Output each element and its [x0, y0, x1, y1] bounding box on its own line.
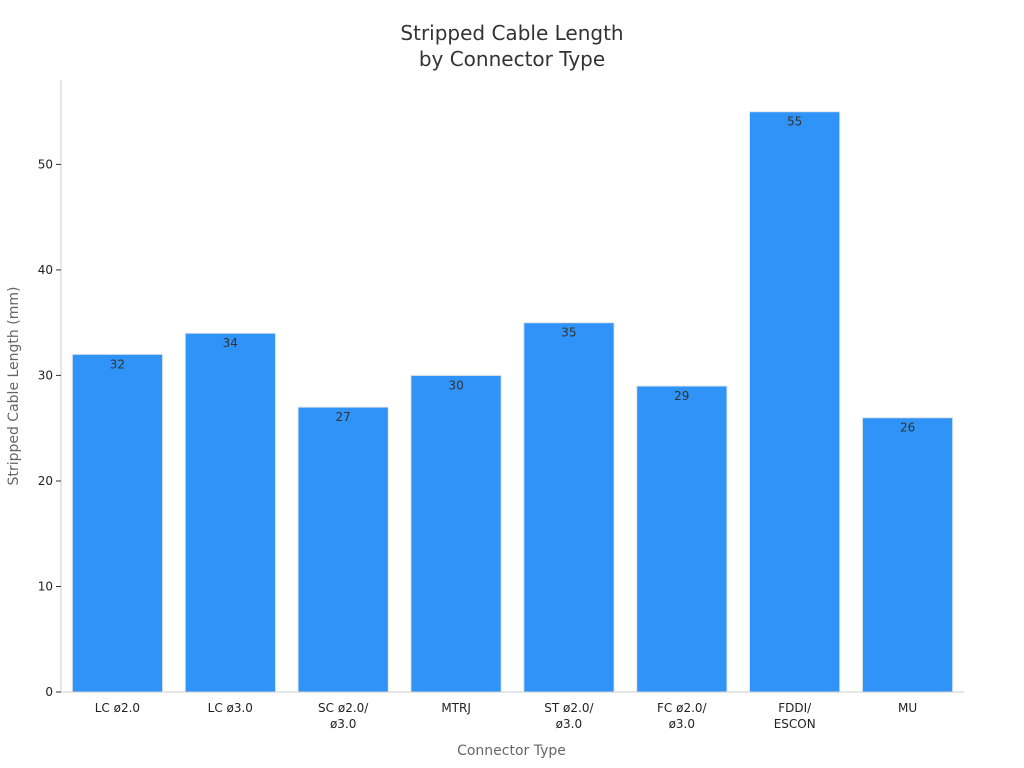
y-tick-label-0: 0 [45, 685, 53, 699]
y-tick-label-5: 50 [38, 157, 53, 171]
data-label-7: 26 [900, 421, 915, 435]
bar-4 [523, 322, 615, 693]
x-tick-label-3-0: MTRJ [441, 701, 471, 715]
x-tick-label-0-0: LC ø2.0 [95, 701, 140, 715]
x-tick-label-7-0: MU [898, 701, 917, 715]
chart-title: Stripped Cable Length by Connector Type [400, 21, 623, 71]
data-label-0: 32 [110, 357, 125, 371]
data-label-2: 27 [336, 410, 351, 424]
x-tick-label-4-0: ST ø2.0/ [544, 701, 594, 715]
bar-5 [636, 385, 728, 693]
y-tick-label-3: 30 [38, 368, 53, 382]
x-tick-label-6-0: FDDI/ [778, 701, 812, 715]
x-axis-ticks: LC ø2.0 LC ø3.0 SC ø2.0/ø3.0 MTRJ ST ø2.0/ø3… [95, 701, 917, 731]
x-tick-label-2-1: ø3.0 [330, 717, 356, 731]
chart-title-line-1: Stripped Cable Length [400, 21, 623, 45]
x-tick-label-5-0: FC ø2.0/ [657, 701, 708, 715]
x-axis-title: Connector Type [457, 743, 566, 759]
data-labels-group: 32 34 27 30 35 29 55 26 [110, 115, 915, 435]
data-label-3: 30 [448, 378, 463, 392]
bar-1 [184, 332, 276, 693]
chart-title-line-2: by Connector Type [419, 47, 605, 71]
bar-3 [410, 374, 502, 693]
y-axis-ticks: 0 10 20 30 40 50 [38, 157, 61, 699]
x-tick-label-1-0: LC ø3.0 [208, 701, 253, 715]
bar-0 [71, 353, 164, 693]
x-tick-label-2-0: SC ø2.0/ [318, 701, 369, 715]
bar-7 [861, 417, 954, 693]
bar-2 [297, 406, 389, 693]
y-tick-label-4: 40 [38, 263, 53, 277]
bar-6 [749, 111, 841, 693]
data-label-5: 29 [674, 389, 689, 403]
y-axis-title: Stripped Cable Length (mm) [6, 287, 22, 486]
x-tick-label-5-1: ø3.0 [669, 717, 695, 731]
y-tick-label-2: 20 [38, 474, 53, 488]
x-tick-label-6-1: ESCON [774, 717, 816, 731]
bars-group [71, 111, 954, 693]
data-label-1: 34 [223, 336, 238, 350]
y-tick-label-1: 10 [38, 580, 53, 594]
data-label-4: 35 [561, 326, 576, 340]
x-tick-label-4-1: ø3.0 [556, 717, 582, 731]
data-label-6: 55 [787, 115, 802, 129]
